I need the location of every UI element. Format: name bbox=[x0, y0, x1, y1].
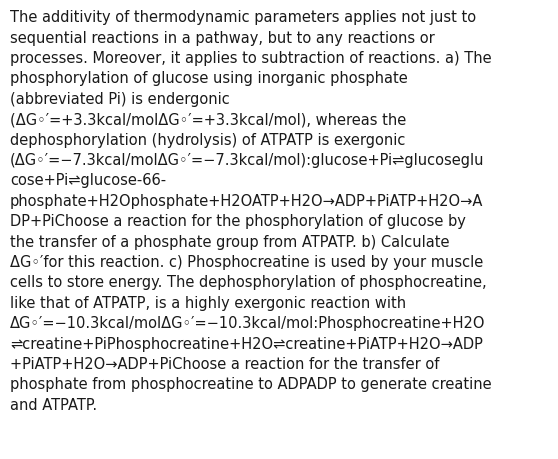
Text: The additivity of thermodynamic parameters applies not just to
sequential reacti: The additivity of thermodynamic paramete… bbox=[10, 10, 492, 412]
